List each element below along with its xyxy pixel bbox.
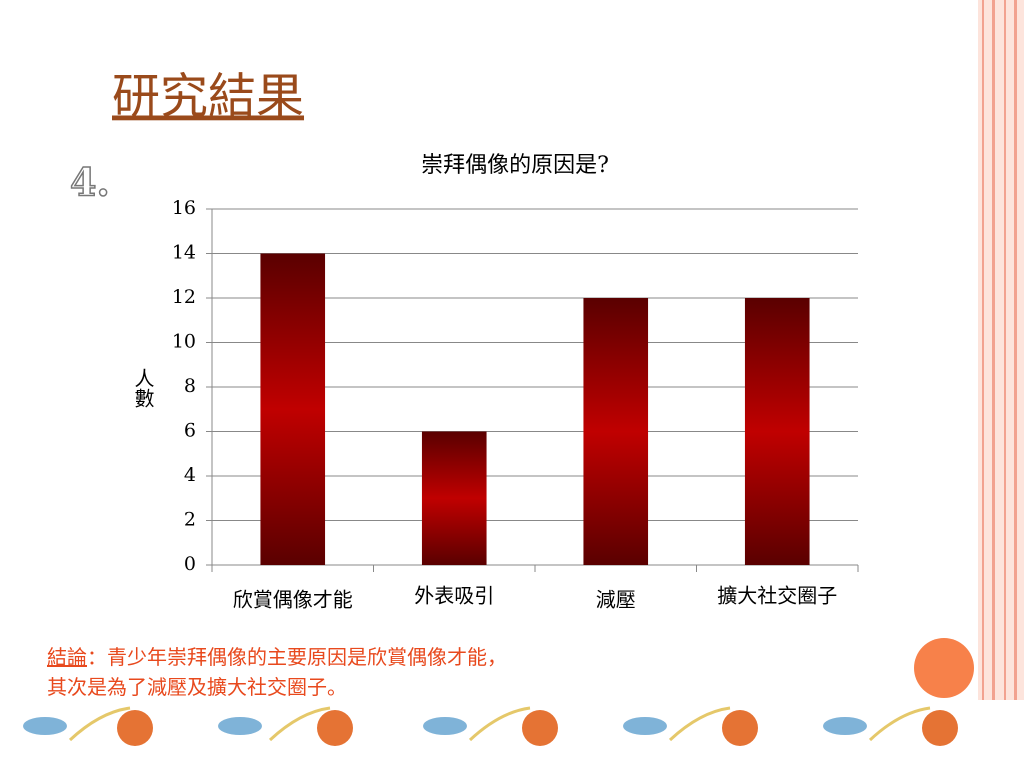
y-axis-label: 人數: [131, 368, 155, 408]
planet-border: [0, 700, 1024, 768]
conclusion-text: 其次是為了減壓及擴大社交圈子。: [47, 675, 347, 699]
deco-circle: [914, 638, 974, 698]
slide-title: 研究結果: [112, 69, 304, 125]
y-tick-label: 8: [184, 375, 196, 397]
bar: [583, 298, 649, 565]
conclusion-text: ：青少年崇拜偶像的主要原因是欣賞偶像才能，: [87, 645, 507, 669]
y-tick-label: 12: [172, 286, 196, 308]
y-tick-label: 0: [184, 553, 196, 575]
conclusion: 結論：青少年崇拜偶像的主要原因是欣賞偶像才能， 其次是為了減壓及擴大社交圈子。: [47, 642, 507, 702]
item-number: 4.: [70, 160, 110, 205]
chart-title: 崇拜偶像的原因是?: [421, 153, 609, 178]
x-tick-label: 減壓: [596, 588, 636, 612]
y-tick-label: 14: [172, 242, 196, 264]
side-stripes: [978, 0, 1024, 768]
conclusion-label: 結論: [47, 645, 87, 669]
bar: [744, 298, 810, 565]
x-tick-label: 欣賞偶像才能: [233, 588, 353, 612]
x-tick-label: 外表吸引: [414, 584, 494, 608]
y-tick-label: 16: [172, 197, 196, 219]
y-tick-label: 4: [184, 464, 196, 486]
bar: [260, 253, 326, 565]
bar: [421, 431, 487, 565]
x-tick-label: 擴大社交圈子: [717, 584, 837, 608]
y-tick-label: 6: [184, 420, 196, 442]
y-tick-label: 10: [172, 331, 196, 353]
y-tick-label: 2: [184, 509, 196, 531]
